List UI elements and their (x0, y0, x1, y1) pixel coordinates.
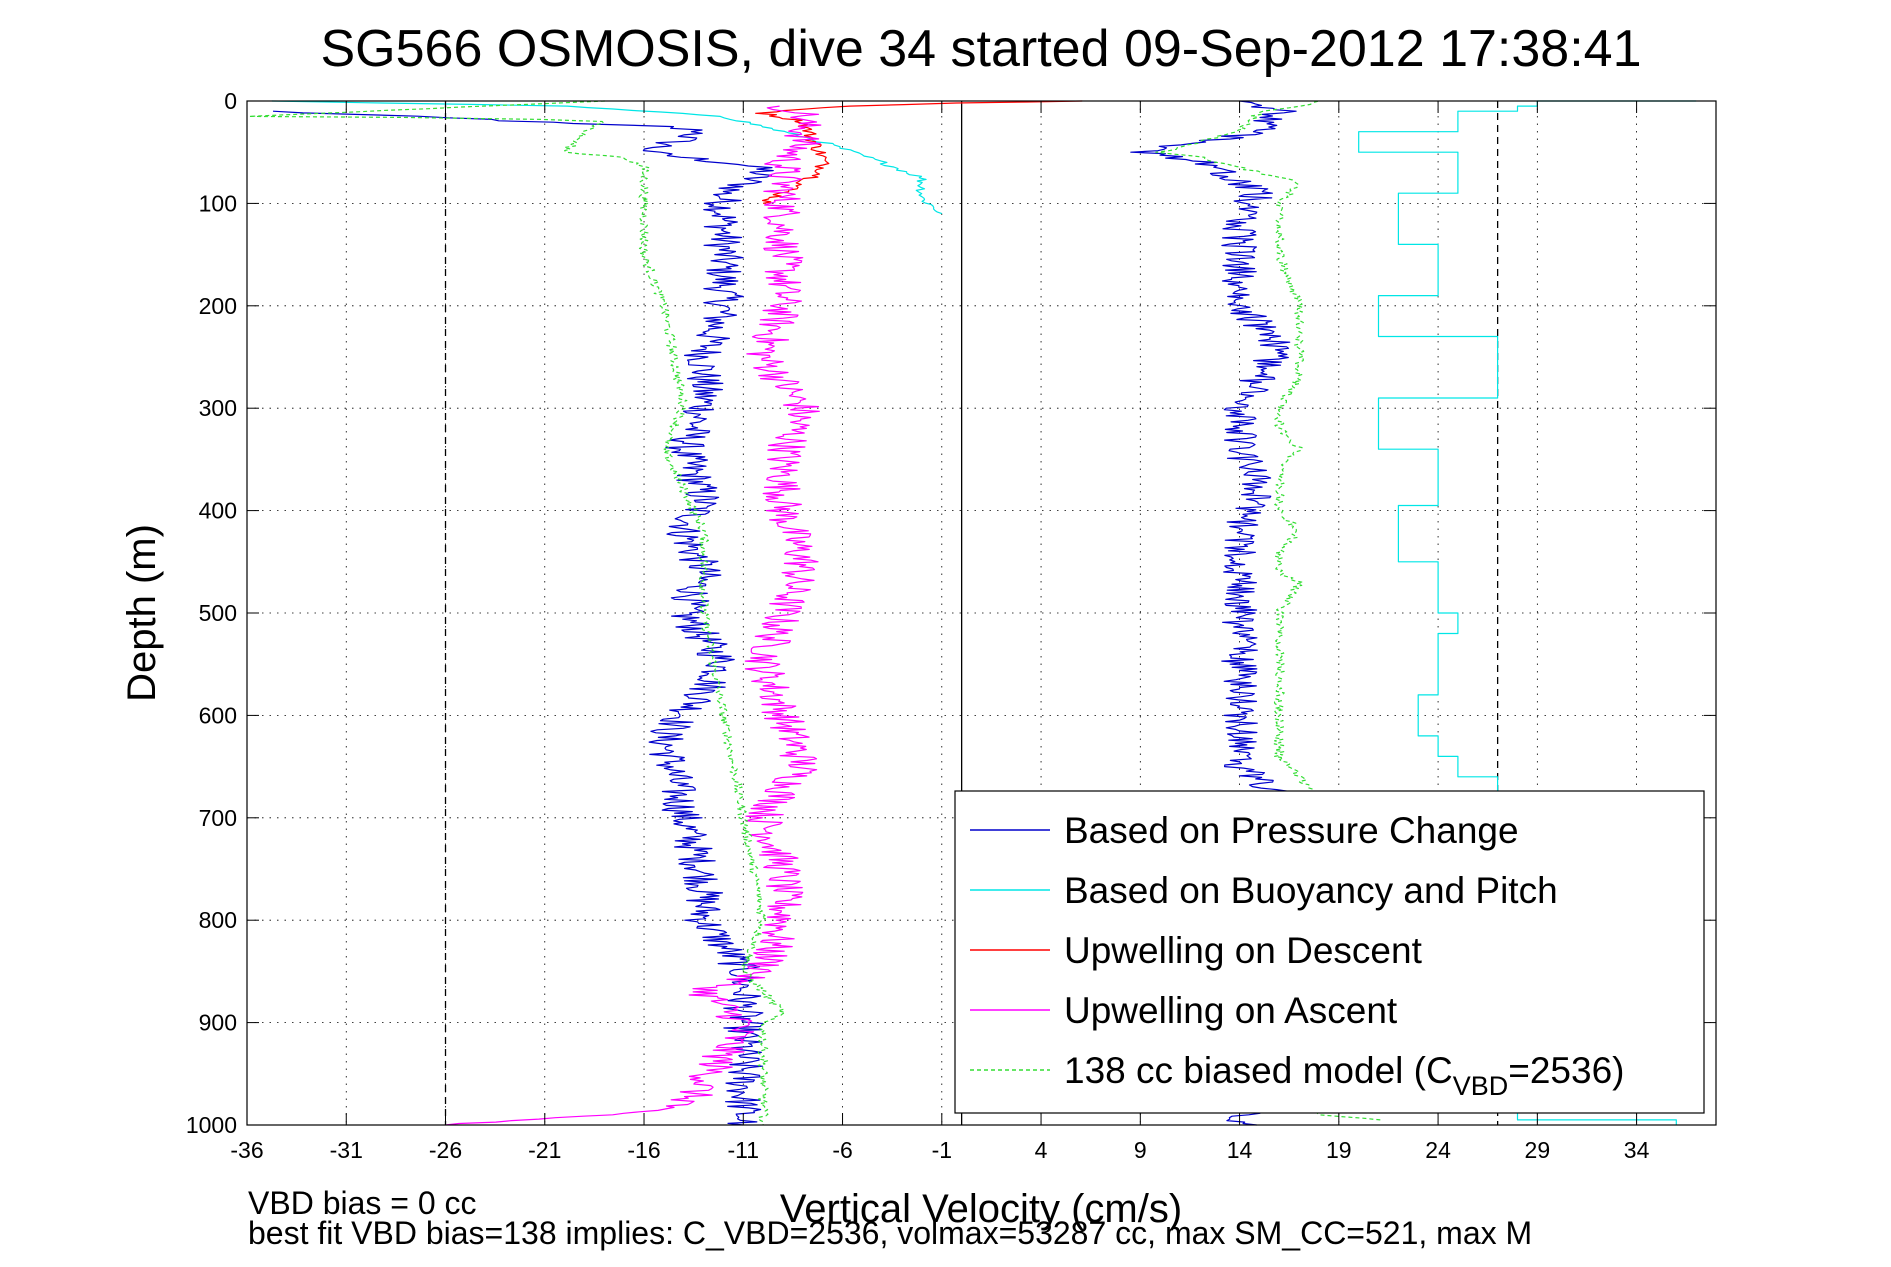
x-tick-label: 29 (1525, 1137, 1551, 1163)
series-line (1358, 100, 1697, 1125)
footer-line-1: VBD bias = 0 cc (248, 1185, 477, 1221)
axis-ticks: -36 -31 -26 -21 -16 -11 -6 -1 4 9 14 19 24 29 34 0 100 20… (186, 88, 1716, 1163)
x-tick-label: 24 (1425, 1137, 1451, 1163)
y-tick-label: 100 (199, 190, 237, 216)
chart-title: SG566 OSMOSIS, dive 34 started 09-Sep-20… (320, 20, 1641, 78)
y-tick-label: 400 (199, 498, 237, 524)
series-line (272, 110, 774, 1126)
x-tick-label: -21 (528, 1137, 561, 1163)
x-tick-label: -1 (932, 1137, 952, 1163)
x-tick-label: -31 (330, 1137, 363, 1163)
x-tick-label: 19 (1326, 1137, 1352, 1163)
x-tick-label: -6 (832, 1137, 852, 1163)
x-tick-label: -16 (627, 1137, 660, 1163)
y-axis-label: Depth (m) (120, 524, 164, 702)
x-axis-label: Vertical Velocity (cm/s) (780, 1187, 1182, 1231)
x-tick-label: 9 (1134, 1137, 1147, 1163)
x-tick-label: -36 (230, 1137, 263, 1163)
y-tick-label: 300 (199, 395, 237, 421)
x-tick-label: -26 (429, 1137, 462, 1163)
y-tick-label: 800 (199, 907, 237, 933)
legend: Based on Pressure Change Based on Buoyanc… (954, 790, 1705, 1114)
y-tick-label: 900 (199, 1010, 237, 1036)
x-tick-label: 34 (1624, 1137, 1650, 1163)
x-tick-label: -11 (728, 1137, 760, 1163)
footer-line-2: best fit VBD bias=138 implies: C_VBD=253… (248, 1215, 1532, 1251)
legend-label: Upwelling on Descent (1064, 930, 1423, 971)
legend-box (954, 790, 1705, 1114)
y-tick-label: 200 (199, 293, 237, 319)
legend-label: Based on Buoyancy and Pitch (1064, 870, 1558, 911)
y-tick-label: 700 (199, 805, 237, 831)
series-line (248, 100, 786, 1126)
x-tick-label: 4 (1035, 1137, 1048, 1163)
series-line (755, 100, 1083, 204)
y-tick-label: 0 (224, 88, 237, 114)
y-tick-label: 1000 (186, 1112, 237, 1138)
legend-label: Based on Pressure Change (1064, 810, 1519, 851)
x-tick-label: 14 (1227, 1137, 1253, 1163)
y-tick-label: 500 (199, 600, 237, 626)
y-tick-label: 600 (199, 702, 237, 728)
series-line (271, 100, 942, 215)
series-line (445, 105, 822, 1126)
legend-label: Upwelling on Ascent (1064, 990, 1398, 1031)
